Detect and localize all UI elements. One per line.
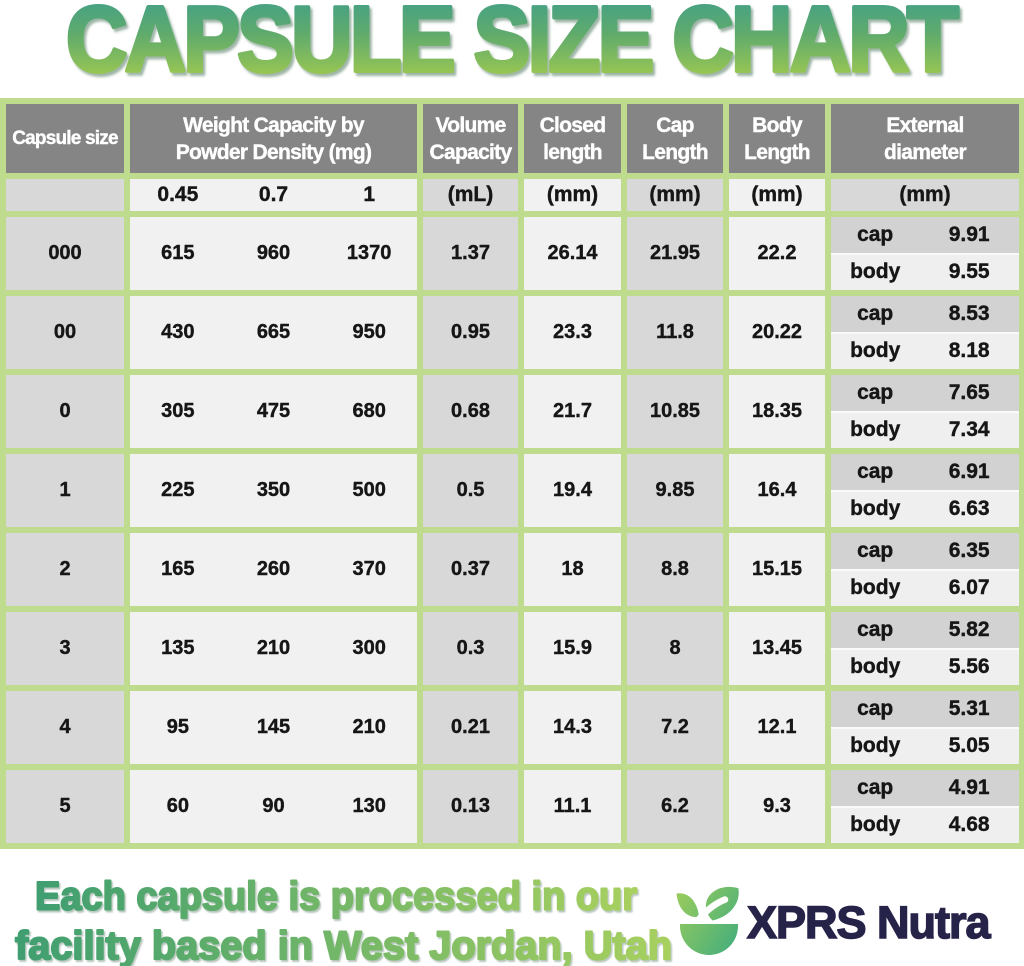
svg-text:facility based in West Jordan,: facility based in West Jordan, Utah [15, 924, 672, 966]
svg-text:CAPSULE SIZE CHART: CAPSULE SIZE CHART [66, 0, 958, 91]
svg-text:Each capsule is processed in o: Each capsule is processed in our [35, 875, 637, 919]
